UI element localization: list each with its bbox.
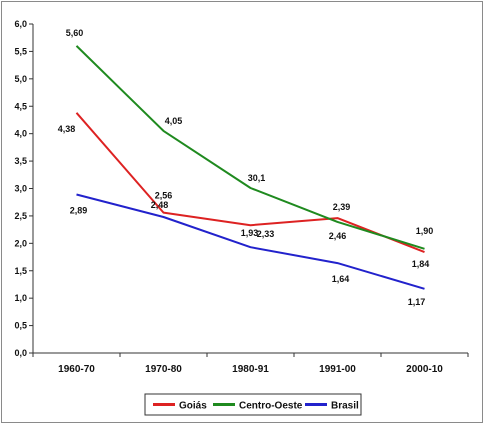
legend-box xyxy=(144,393,362,416)
y-tick-label: 4,5 xyxy=(14,101,27,111)
data-label: 2,39 xyxy=(333,202,351,212)
x-tick-label: 2000-10 xyxy=(406,364,443,375)
series-lines xyxy=(75,45,425,290)
series-line xyxy=(75,45,425,250)
data-label: 2,33 xyxy=(257,229,275,239)
data-label: 4,38 xyxy=(58,124,76,134)
data-label: 1,64 xyxy=(332,274,350,284)
y-tick-label: 5,5 xyxy=(14,46,27,56)
y-tick-label: 2,0 xyxy=(14,238,27,248)
y-tick-label: 0,0 xyxy=(14,348,27,358)
x-tick-label: 1980-91 xyxy=(232,364,269,375)
y-tick-label: 1,5 xyxy=(14,266,27,276)
x-tick-label: 1960-70 xyxy=(58,364,95,375)
data-labels: 4,38 2,56 2,33 2,46 1,84 5,60 4,05 30,1 2,39 1,90… xyxy=(58,28,434,307)
data-label: 1,93 xyxy=(241,228,259,238)
series-line xyxy=(75,112,425,254)
legend-label: Brasil xyxy=(331,401,359,412)
data-label: 4,05 xyxy=(165,116,183,126)
data-label: 1,84 xyxy=(412,259,430,269)
data-label: 1,90 xyxy=(416,226,434,236)
y-tick-label: 1,0 xyxy=(14,293,27,303)
legend-label: Centro-Oeste xyxy=(239,401,303,412)
data-label: 2,46 xyxy=(329,231,347,241)
data-label: 2,48 xyxy=(151,200,169,210)
data-label: 5,60 xyxy=(66,28,84,38)
y-tick-label: 2,5 xyxy=(14,211,27,221)
axes: 0,0 0,5 1,0 1,5 2,0 2,5 3,0 3,5 4,0 4,5 5,0 5,5 6,0 1… xyxy=(14,19,469,375)
data-label: 30,1 xyxy=(248,173,266,183)
y-tick-label: 3,0 xyxy=(14,184,27,194)
y-tick-label: 4,0 xyxy=(14,129,27,139)
data-label: 1,17 xyxy=(408,297,426,307)
x-tick-label: 1970-80 xyxy=(145,364,182,375)
y-tick-label: 6,0 xyxy=(14,19,27,29)
y-tick-label: 3,5 xyxy=(14,156,27,166)
y-tick-label: 5,0 xyxy=(14,74,27,84)
data-label: 2,89 xyxy=(70,206,88,216)
series-line xyxy=(76,193,425,290)
legend: Goiás Centro-Oeste Brasil xyxy=(144,393,362,416)
x-tick-label: 1991-00 xyxy=(319,364,356,375)
legend-label: Goiás xyxy=(179,401,207,412)
y-tick-label: 0,5 xyxy=(14,321,27,331)
data-label: 2,56 xyxy=(155,191,173,201)
